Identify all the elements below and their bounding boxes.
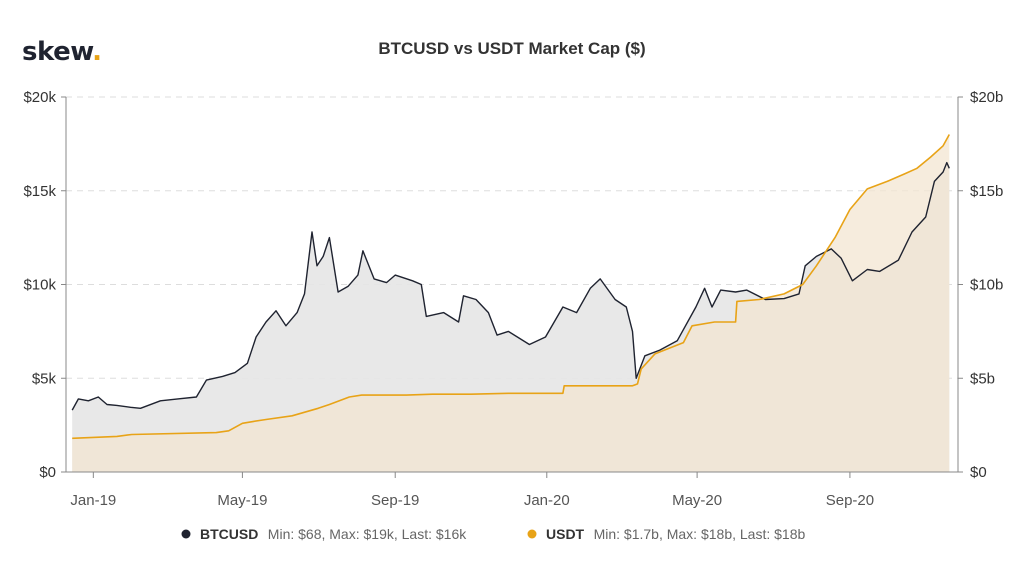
right-axis-ticks: $0 $5b $10b $15b $20b	[958, 89, 1003, 481]
x-axis-ticks: Jan-19 May-19 Sep-19 Jan-20 May-20 Sep-20	[70, 472, 874, 509]
y-right-tick-label: $15b	[970, 183, 1003, 200]
series-areas	[72, 134, 950, 472]
y-left-tick-label: $20k	[23, 89, 56, 106]
area-usdt	[72, 134, 950, 472]
x-tick-label: Sep-20	[826, 492, 874, 509]
x-tick-label: May-19	[217, 492, 267, 509]
svg-text:BTCUSD Min: $68, Max:: BTCUSD Min: $68, Max: $19k, Last: $16k	[200, 526, 467, 543]
legend-marker-btcusd	[181, 529, 191, 539]
line-btcusd	[71, 161, 950, 411]
x-tick-label: Jan-20	[524, 492, 570, 509]
x-tick-label: May-20	[672, 492, 722, 509]
legend-stats-btcusd: Min: $68, Max: $19k, Last: $16k	[268, 526, 467, 542]
legend: BTCUSD Min: $68, Max: $19k, Last: $16k U…	[181, 526, 806, 543]
left-axis-ticks: $0 $5k $10k $15k $20k	[23, 89, 66, 481]
y-left-tick-label: $0	[39, 464, 56, 481]
chart-title: BTCUSD vs USDT Market Cap ($)	[378, 39, 645, 58]
legend-item-btcusd[interactable]: BTCUSD Min: $68, Max: $19k, Last: $16k	[181, 526, 468, 543]
y-right-tick-label: $10b	[970, 277, 1003, 294]
legend-item-usdt[interactable]: USDT Min: $1.7b, Max: $18b, Last: $18b	[527, 526, 806, 543]
x-tick-label: Jan-19	[70, 492, 116, 509]
y-left-tick-label: $5k	[32, 370, 57, 387]
skew-logo: skew.	[22, 37, 101, 67]
series-lines	[71, 134, 951, 440]
line-usdt	[72, 134, 951, 440]
x-tick-label: Sep-19	[371, 492, 419, 509]
y-right-tick-label: $0	[970, 464, 987, 481]
svg-text:USDT Min: $1.7b, Max:: USDT Min: $1.7b, Max: $18b, Last: $18b	[546, 526, 805, 543]
legend-marker-usdt	[527, 529, 537, 539]
y-left-tick-label: $10k	[23, 277, 56, 294]
y-left-tick-label: $15k	[23, 183, 56, 200]
y-right-tick-label: $5b	[970, 370, 995, 387]
legend-name-usdt: USDT	[546, 526, 585, 542]
y-right-tick-label: $20b	[970, 89, 1003, 106]
legend-name-btcusd: BTCUSD	[200, 526, 258, 542]
legend-stats-usdt: Min: $1.7b, Max: $18b, Last: $18b	[594, 526, 806, 542]
